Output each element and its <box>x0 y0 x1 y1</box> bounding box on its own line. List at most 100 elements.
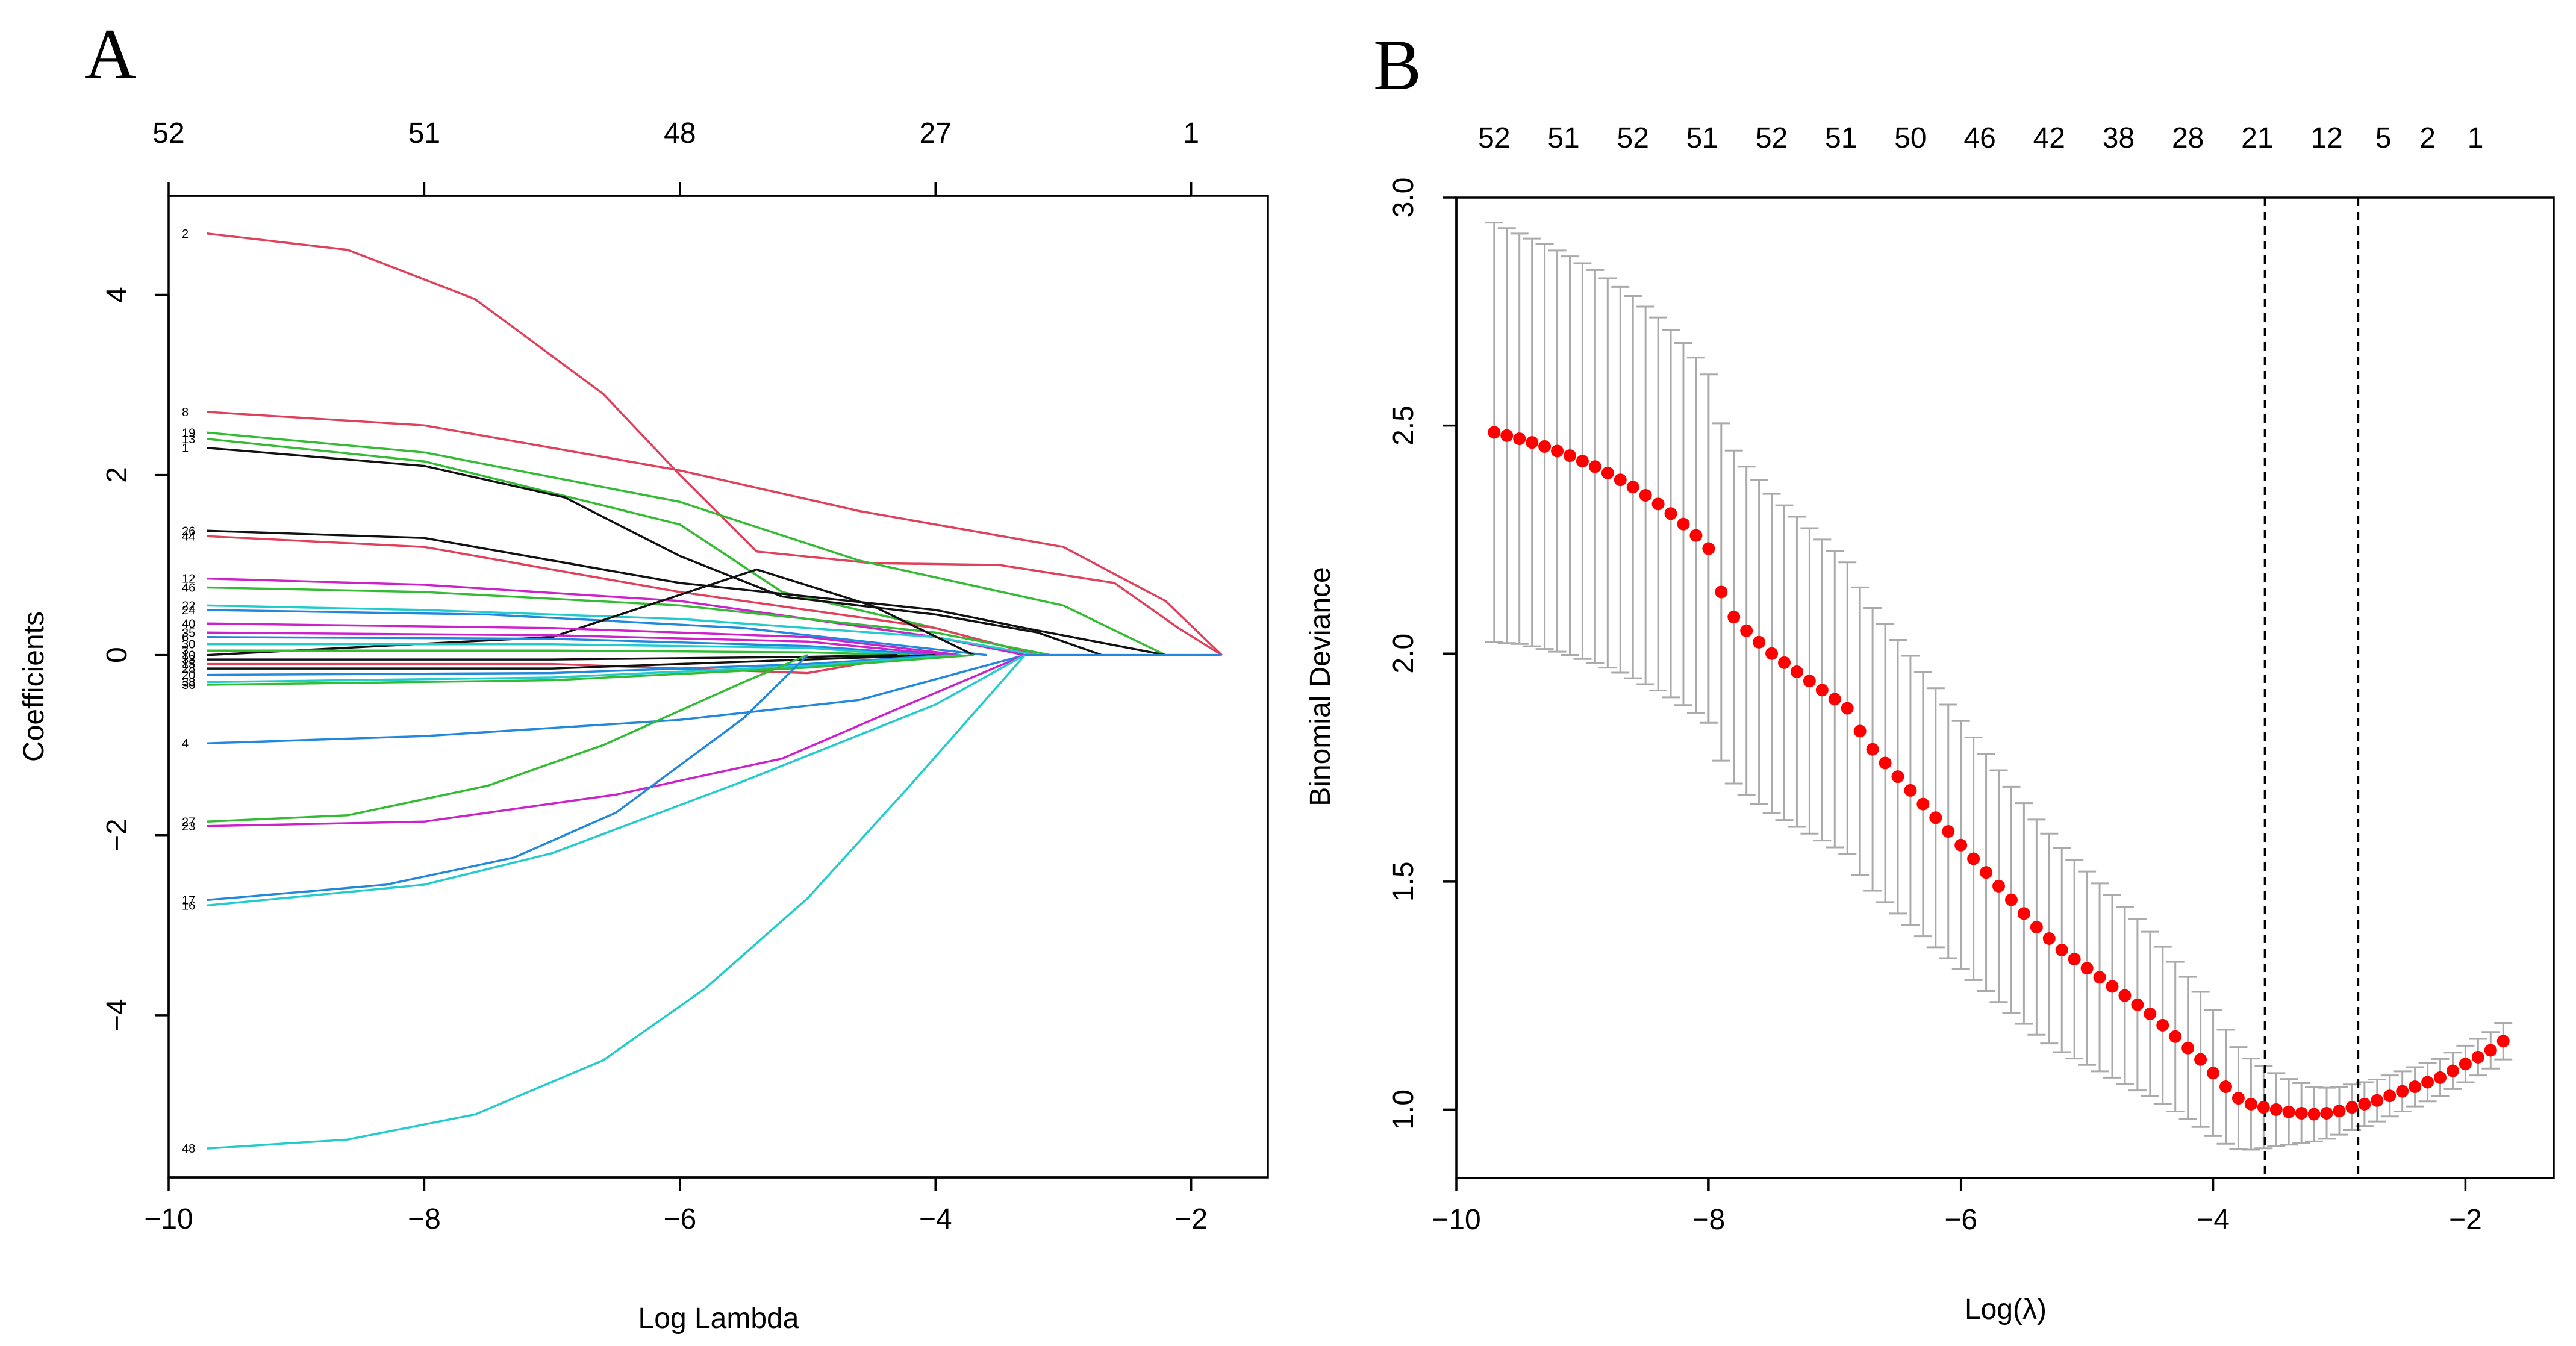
cv-point <box>2496 1035 2510 1048</box>
cv-point <box>2042 932 2056 945</box>
cv-point <box>2333 1105 2346 1118</box>
cv-point <box>2219 1080 2232 1094</box>
y-tick-label: −2 <box>101 818 133 852</box>
panel-b-letter: B <box>1373 25 1421 105</box>
coef-path-46 <box>207 586 1051 656</box>
panel-a-x-axis: −10 −8 −6 −4 −2 <box>144 1176 1208 1235</box>
panel-a-plot-frame <box>167 195 1269 1179</box>
cv-point <box>2055 943 2068 956</box>
cv-point <box>1815 684 1829 697</box>
cv-point <box>1954 838 1968 852</box>
cv-point <box>2231 1091 2245 1105</box>
top-tick-label: 52 <box>152 117 184 149</box>
cv-point <box>1488 426 1501 439</box>
y-tick-label: 1.5 <box>1388 861 1420 902</box>
cv-point <box>2194 1053 2207 1066</box>
path-label-17: 17 <box>182 894 195 907</box>
cv-point <box>2446 1064 2459 1077</box>
panel-a: A 28191312644124622241040356303331528203… <box>18 14 1269 1335</box>
y-tick-label: −4 <box>101 999 133 1032</box>
path-label-40: 40 <box>182 617 195 631</box>
cv-point <box>1526 436 1539 449</box>
coef-path-19 <box>207 431 1166 656</box>
cv-point <box>2118 989 2132 1002</box>
panel-b-y-axis-title: Binomial Deviance <box>1305 567 1336 806</box>
cv-point <box>2345 1101 2359 1114</box>
path-label-44: 44 <box>182 530 195 543</box>
top-tick-label: 51 <box>1547 122 1579 154</box>
panel-a-x-axis-title: Log Lambda <box>638 1303 799 1335</box>
path-label-26: 26 <box>182 525 195 538</box>
top-tick-label: 42 <box>2033 122 2065 154</box>
x-tick-label: −2 <box>1174 1203 1208 1235</box>
coef-path-24 <box>207 609 987 656</box>
coef-path-30 <box>207 643 910 656</box>
panel-a-top-axis: 52 51 48 27 1 <box>152 117 1199 197</box>
coef-path-17 <box>207 654 809 902</box>
cv-point <box>2093 971 2106 984</box>
cv-point <box>1551 444 1564 458</box>
x-tick-label: −10 <box>1432 1204 1480 1236</box>
panel-b-y-axis: 1.0 1.5 2.0 2.5 3.0 <box>1388 178 1458 1130</box>
coef-path-23 <box>207 654 1026 827</box>
path-label-4: 4 <box>182 737 189 750</box>
y-tick-label: 2.5 <box>1388 405 1420 446</box>
path-label-24: 24 <box>182 604 195 617</box>
cv-point <box>1992 879 2006 893</box>
cv-point <box>2144 1007 2157 1020</box>
cv-point <box>1841 702 1854 715</box>
panel-a-y-axis-title: Coefficients <box>18 611 50 762</box>
path-label-46: 46 <box>182 582 195 595</box>
panel-a-y-axis: −4 −2 0 2 4 <box>101 287 170 1032</box>
panel-a-coefficient-paths <box>207 232 1223 1150</box>
cv-point <box>2244 1097 2257 1111</box>
path-label-19: 19 <box>182 426 195 440</box>
cv-point <box>2068 953 2081 966</box>
cv-point <box>2269 1103 2283 1116</box>
cv-point <box>2017 907 2030 920</box>
cv-point <box>2471 1050 2484 1064</box>
cv-point <box>1891 770 1904 784</box>
cv-point <box>1576 455 1589 468</box>
cv-point <box>1500 429 1514 442</box>
cv-point <box>1651 497 1665 511</box>
top-tick-label: 21 <box>2241 122 2273 154</box>
cv-point <box>1790 665 1803 678</box>
coef-path-2 <box>207 232 1223 656</box>
cv-point <box>2421 1076 2434 1089</box>
cv-point <box>2181 1041 2195 1055</box>
cv-point <box>1942 825 1955 838</box>
coef-path-6 <box>207 636 936 656</box>
cv-point <box>1601 466 1614 479</box>
cv-point <box>1980 866 1993 879</box>
coef-path-35 <box>207 631 949 656</box>
cv-point <box>2282 1105 2295 1118</box>
path-label-48: 48 <box>182 1142 195 1156</box>
top-tick-label: 51 <box>1686 122 1718 154</box>
x-tick-label: −8 <box>1692 1204 1725 1236</box>
cv-point <box>1639 488 1652 502</box>
coef-path-20 <box>207 653 949 676</box>
path-label-28: 28 <box>182 662 195 676</box>
top-tick-label: 52 <box>1756 122 1788 154</box>
coef-path-26 <box>207 529 1166 656</box>
top-tick-label: 12 <box>2310 122 2342 154</box>
x-tick-label: −8 <box>408 1203 441 1235</box>
path-label-16: 16 <box>182 899 195 912</box>
top-tick-label: 2 <box>2419 122 2436 154</box>
cv-point <box>1563 449 1576 463</box>
y-tick-label: 2.0 <box>1388 634 1420 674</box>
coef-path-16 <box>207 654 1026 907</box>
cv-point <box>1588 460 1601 473</box>
cv-point <box>2484 1044 2497 1057</box>
top-tick-label: 52 <box>1617 122 1649 154</box>
cv-point <box>2106 980 2119 993</box>
top-tick-label: 50 <box>1894 122 1926 154</box>
top-tick-label: 38 <box>2103 122 2135 154</box>
coef-path-38 <box>207 653 961 684</box>
cv-point <box>1904 784 1917 797</box>
cv-point <box>1538 440 1552 453</box>
path-label-8: 8 <box>182 406 189 419</box>
path-label-20: 20 <box>182 669 195 682</box>
x-tick-label: −6 <box>1944 1204 1977 1236</box>
